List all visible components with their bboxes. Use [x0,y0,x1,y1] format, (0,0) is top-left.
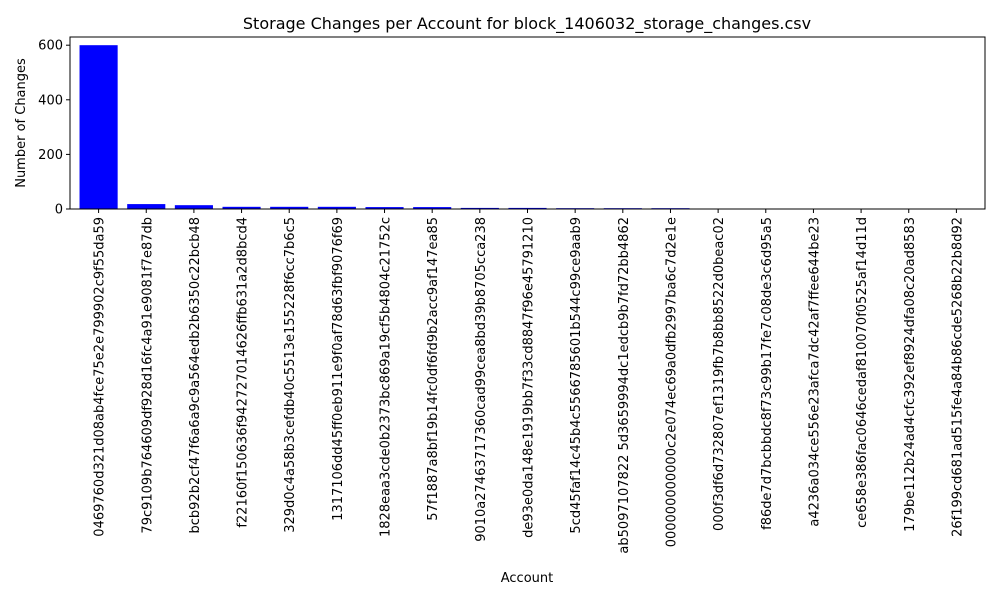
x-axis-ticks: 0469760d321d08ab4fce75e2e799902c9f55da59… [93,209,965,554]
bar [413,207,452,209]
x-axis-label: Account [501,571,554,586]
x-tick-label: 26f199cd681ad515fe4a84b86cde5268b22b8d92 [950,217,965,537]
x-tick-label: 5cd45faf14c45b4c5566785601b544c99ce9aab9 [569,217,584,534]
x-tick-label: bcb92b2cf47f6a6a9c9a564edb2b6350c22bcb48 [188,217,203,534]
bar [460,207,499,209]
bars-group [79,45,976,209]
chart-title: Storage Changes per Account for block_14… [243,14,811,34]
x-tick-label: 179be112b24ad4cfc392ef8924dfa08c20ad8583 [903,217,918,532]
bar [174,205,213,209]
bar [365,207,404,209]
x-tick-label: 000000000000c2e074ec69a0dfb2997ba6c7d2e1… [664,217,679,547]
x-tick-label: f22160f150636f942727014626ffb631a2d8bcd4 [236,217,251,528]
bar [222,206,261,209]
x-tick-label: 1317106dd45ff0eb911e9f0af78d63fbf9076f69 [331,217,346,521]
x-tick-label: a4236a034ce556e23afca7dc42af7ffee644be23 [807,217,822,527]
bar [79,45,118,209]
y-axis-label: Number of Changes [14,58,29,188]
y-tick-label: 600 [38,39,63,54]
bar [508,207,547,209]
x-tick-label: 57f1887a8bf19b14fc0df6fd9b2acc9af147ea85 [426,217,441,521]
plot-area-frame [69,36,986,210]
x-tick-label: f86de7d7bcbbdc8f73c99b17fe7c08de3c6d95a5 [760,217,775,530]
x-tick-label: 1828eaa3cde0b2373bc869a19cf5b4804c21752c [379,217,394,537]
x-tick-label: 79c9109b764609df928d16fc4a91e9081f7e87db [140,217,155,534]
y-axis-ticks: 0 200 400 600 [38,39,70,218]
x-tick-label: 329d0c4a58b3cefdb40c5513e155228f6cc7b6c5 [283,217,298,533]
x-tick-label: ab5097107822 5d3659994dc1edcb9b7fd72bb48… [617,217,632,554]
y-tick-label: 400 [38,93,63,108]
x-tick-label: 000f3df6d732807ef1319fb7b8bb8522d0beac02 [712,217,727,531]
x-tick-label: ce658e386fac0646cedaf810070f0525af14d11d [855,217,870,528]
x-tick-label: 0469760d321d08ab4fce75e2e799902c9f55da59 [93,217,108,537]
y-tick-label: 0 [55,203,63,218]
bar [127,204,166,209]
bar [317,206,356,209]
x-tick-label: de93e0da148e1919bb7f33cd8847f96e45791210 [522,217,537,538]
x-tick-label: 9010a27463717360cad99cea8bd39b8705cca238 [474,217,489,542]
y-tick-label: 200 [38,148,63,163]
bar [270,206,309,209]
